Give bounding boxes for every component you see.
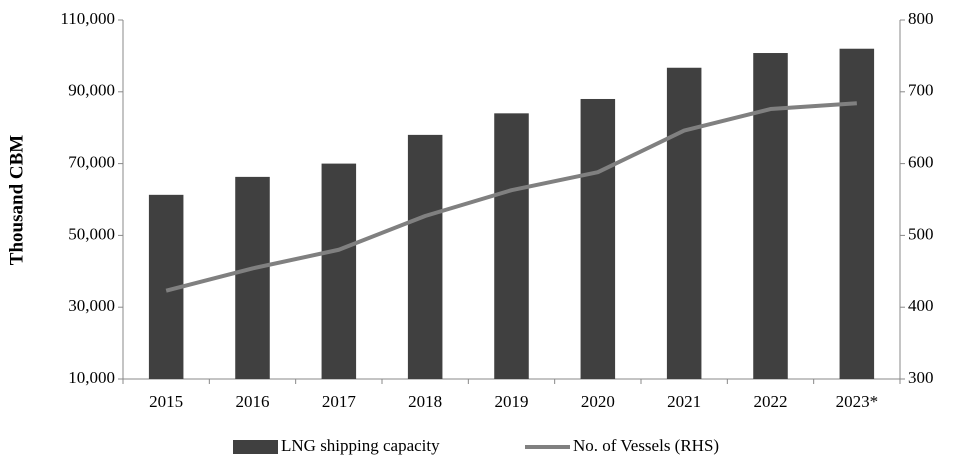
y2-tick-label: 500 xyxy=(908,224,934,243)
y-tick-label: 50,000 xyxy=(68,224,115,243)
bar xyxy=(666,67,702,379)
y2-tick-label: 600 xyxy=(908,153,934,172)
y-tick-label: 90,000 xyxy=(68,81,115,100)
y2-tick-label: 700 xyxy=(908,81,934,100)
x-tick-label: 2016 xyxy=(236,392,270,411)
legend-swatch xyxy=(233,440,278,454)
y-tick-label: 10,000 xyxy=(68,368,115,387)
legend-label: No. of Vessels (RHS) xyxy=(573,436,719,455)
x-tick-label: 2019 xyxy=(495,392,529,411)
y2-tick-label: 400 xyxy=(908,296,934,315)
bar xyxy=(839,48,875,379)
x-tick-label: 2020 xyxy=(581,392,615,411)
bar xyxy=(753,53,788,379)
x-tick-label: 2015 xyxy=(149,392,183,411)
y-tick-label: 70,000 xyxy=(68,153,115,172)
bar xyxy=(407,134,443,379)
bar xyxy=(321,163,357,379)
legend-label: LNG shipping capacity xyxy=(281,436,440,455)
bar xyxy=(494,113,529,379)
y-axis-title: Thousand CBM xyxy=(6,135,27,265)
x-tick-label: 2017 xyxy=(322,392,357,411)
x-tick-label: 2021 xyxy=(667,392,701,411)
x-tick-label: 2018 xyxy=(408,392,442,411)
y2-tick-label: 800 xyxy=(908,9,934,28)
y-tick-label: 110,000 xyxy=(60,9,115,28)
bar xyxy=(235,176,270,379)
y2-tick-label: 300 xyxy=(908,368,934,387)
line xyxy=(165,101,857,293)
bar xyxy=(580,98,616,379)
x-tick-label: 2022 xyxy=(754,392,788,411)
x-tick-label: 2023* xyxy=(836,392,879,411)
y-tick-label: 30,000 xyxy=(68,296,115,315)
